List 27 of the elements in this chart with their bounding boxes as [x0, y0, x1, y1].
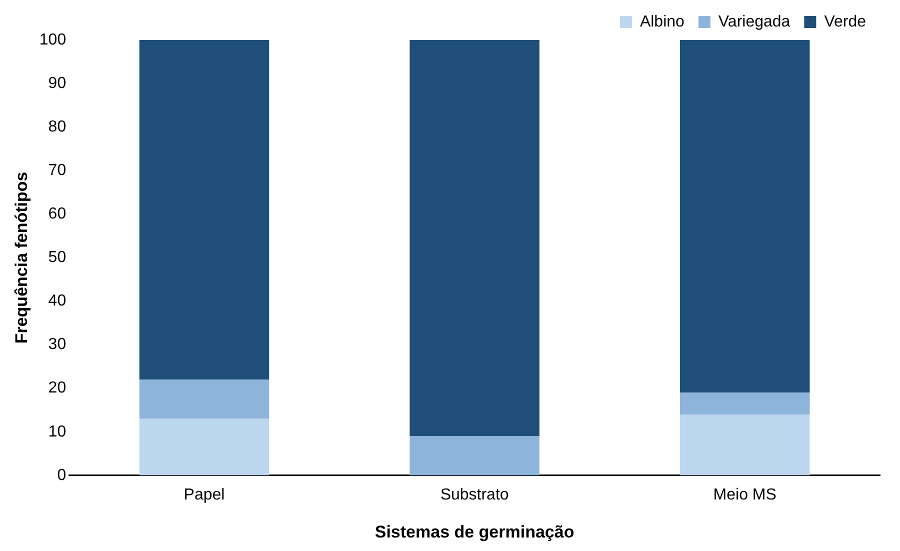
bar [410, 40, 540, 436]
y-tick-label: 70 [48, 162, 66, 180]
y-tick-label: 0 [57, 466, 66, 484]
y-tick-label: 100 [39, 31, 66, 48]
y-tick-label: 30 [48, 336, 66, 354]
bar [680, 392, 810, 414]
x-tick-label: Substrato [440, 486, 509, 504]
bar [139, 418, 270, 476]
bar [410, 436, 540, 476]
x-tick-label: Meio MS [713, 486, 776, 504]
legend-label: Verde [824, 13, 866, 30]
y-tick-label: 60 [48, 206, 66, 223]
x-axis-title: Sistemas de germinação [374, 522, 574, 542]
legend-label: Albino [640, 13, 685, 30]
y-tick-label: 20 [48, 380, 66, 397]
y-tick-label: 50 [48, 249, 66, 266]
bar [139, 40, 270, 380]
bar [680, 40, 810, 393]
x-tick-label: Papel [184, 486, 225, 504]
y-tick-label: 90 [48, 74, 66, 92]
bar [139, 380, 270, 419]
y-tick-label: 40 [48, 292, 66, 310]
bar [680, 414, 810, 476]
legend-label: Variegada [718, 13, 790, 30]
y-tick-label: 10 [48, 423, 66, 440]
y-axis-title: Frequência fenótipos [12, 172, 31, 344]
y-tick-label: 80 [48, 118, 66, 136]
